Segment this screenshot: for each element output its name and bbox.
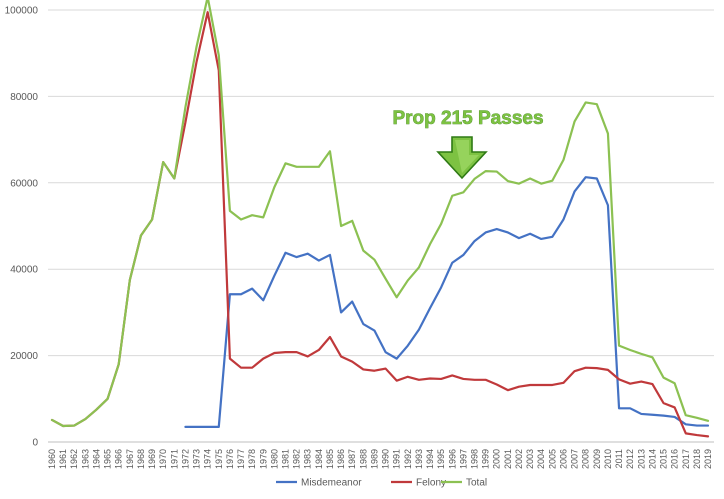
x-tick-label: 1987	[347, 449, 357, 469]
x-tick-label: 2000	[492, 449, 502, 469]
x-tick-label: 2011	[614, 449, 624, 468]
x-tick-label: 1971	[169, 449, 179, 469]
x-tick-label: 1986	[336, 449, 346, 469]
x-tick-label: 1982	[292, 449, 302, 469]
x-tick-label: 2002	[514, 449, 524, 469]
x-tick-label: 1978	[247, 449, 257, 469]
x-tick-label: 2007	[570, 449, 580, 469]
y-tick-label: 20000	[10, 351, 38, 362]
x-tick-label: 2010	[603, 449, 613, 469]
x-tick-label: 2019	[703, 449, 713, 469]
x-tick-label: 2006	[558, 449, 568, 469]
series-line-total	[50, 0, 710, 428]
x-tick-label: 1965	[103, 449, 113, 469]
x-tick-label: 1963	[80, 449, 90, 469]
annotation: Prop 215 Passes	[392, 108, 544, 180]
x-tick-label: 1996	[447, 449, 457, 469]
series-lines	[50, 0, 710, 438]
y-tick-label: 0	[32, 438, 38, 449]
y-tick-label: 60000	[10, 178, 38, 189]
y-tick-label: 100000	[5, 6, 39, 17]
annotation-arrow-highlight	[455, 140, 479, 173]
x-tick-label: 1979	[258, 449, 268, 469]
x-tick-label: 2018	[692, 449, 702, 469]
x-tick-label: 1977	[236, 449, 246, 469]
x-tick-label: 1981	[280, 449, 290, 469]
x-tick-label: 1999	[481, 449, 491, 469]
x-tick-label: 1990	[381, 449, 391, 469]
x-tick-label: 2003	[525, 449, 535, 469]
x-tick-label: 1998	[470, 449, 480, 469]
x-tick-label: 1994	[425, 449, 435, 469]
legend: Misdemeanor Felony Total	[276, 478, 487, 489]
x-tick-label: 1975	[214, 449, 224, 469]
series-line-misdemeanor	[184, 176, 710, 428]
x-tick-label: 2012	[625, 449, 635, 469]
x-tick-label: 1983	[303, 449, 313, 469]
y-tick-label: 80000	[10, 92, 38, 103]
y-axis-tick-labels: 0 20000 40000 60000 80000 100000	[5, 6, 39, 449]
x-tick-label: 1966	[114, 449, 124, 469]
legend-label-misdemeanor: Misdemeanor	[301, 478, 362, 489]
x-tick-label: 1972	[180, 449, 190, 469]
legend-label-total: Total	[466, 478, 487, 489]
x-tick-label: 2017	[681, 449, 691, 469]
x-tick-label: 1970	[158, 449, 168, 469]
x-tick-label: 2014	[647, 449, 657, 469]
x-tick-label: 1969	[147, 449, 157, 469]
x-tick-label: 1997	[458, 449, 468, 469]
x-tick-label: 2015	[659, 449, 669, 469]
y-tick-label: 40000	[10, 265, 38, 276]
x-tick-label: 1976	[225, 449, 235, 469]
annotation-label: Prop 215 Passes	[392, 108, 543, 129]
x-tick-label: 1962	[69, 449, 79, 469]
x-tick-label: 1961	[58, 449, 68, 469]
x-tick-label: 2001	[503, 449, 513, 469]
x-tick-label: 1995	[436, 449, 446, 469]
legend-label-felony: Felony	[416, 478, 446, 489]
x-tick-label: 1989	[369, 449, 379, 469]
x-tick-label: 1985	[325, 449, 335, 469]
x-tick-label: 1964	[91, 449, 101, 469]
x-tick-label: 1967	[125, 449, 135, 469]
x-tick-label: 2005	[547, 449, 557, 469]
x-tick-label: 2013	[636, 449, 646, 469]
x-tick-label: 1992	[403, 449, 413, 469]
x-axis-tick-labels: 1960 1961 1962 1963 1964 1965 1966 1967 1968 1969…	[47, 449, 713, 469]
x-tick-label: 1980	[269, 449, 279, 469]
x-tick-label: 1960	[47, 449, 57, 469]
x-tick-label: 2008	[581, 449, 591, 469]
x-tick-label: 1993	[414, 449, 424, 469]
x-tick-label: 2004	[536, 449, 546, 469]
x-tick-label: 2016	[670, 449, 680, 469]
x-tick-label: 1988	[358, 449, 368, 469]
x-tick-label: 1973	[192, 449, 202, 469]
x-tick-label: 2009	[592, 449, 602, 469]
x-tick-label: 1974	[203, 449, 213, 469]
x-tick-label: 1968	[136, 449, 146, 469]
x-tick-label: 1991	[392, 449, 402, 469]
x-tick-label: 1984	[314, 449, 324, 469]
